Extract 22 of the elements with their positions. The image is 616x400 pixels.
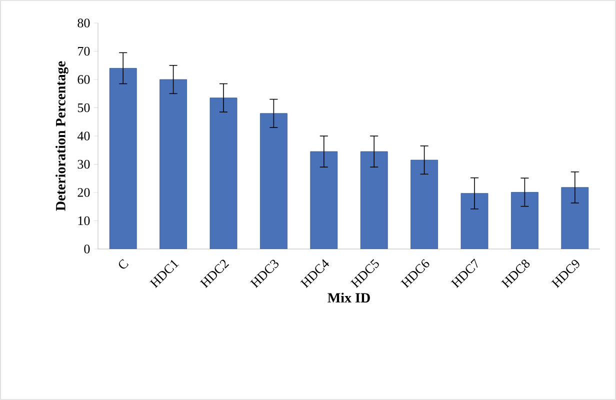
y-tick-label: 40	[77, 132, 90, 140]
y-tick-label: 70	[78, 46, 90, 56]
y-tick-label: 20	[78, 188, 90, 197]
x-tick-label: C	[118, 259, 128, 269]
x-axis-title: Mix ID	[328, 292, 370, 302]
bar	[210, 98, 238, 249]
y-tick-label: 80	[78, 18, 90, 28]
bar	[310, 151, 338, 249]
bar	[511, 192, 538, 249]
y-tick-label: 10	[78, 216, 90, 226]
bar	[260, 113, 288, 249]
y-tick-label: 50	[78, 103, 90, 112]
bar	[109, 68, 137, 249]
bar	[561, 187, 589, 249]
bar	[410, 160, 438, 249]
y-axis-title: Deterioration Percentage	[56, 61, 68, 211]
bar	[460, 193, 488, 249]
bar	[360, 151, 388, 249]
y-tick-label: 60	[78, 75, 90, 84]
y-tick-label: 30	[78, 160, 90, 169]
y-tick-label: 0	[84, 244, 90, 254]
bar	[160, 79, 187, 249]
